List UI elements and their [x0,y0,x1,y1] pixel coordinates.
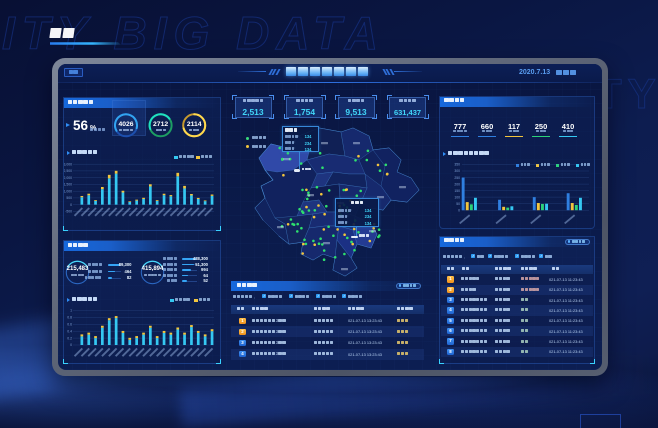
svg-text:1,000: 1,000 [64,189,72,193]
svg-text:0.6: 0.6 [67,323,72,327]
svg-text:1,500: 1,500 [64,183,72,187]
svg-text:50: 50 [456,202,460,206]
svg-text:0: 0 [458,208,460,212]
svg-text:-500: -500 [65,210,72,214]
svg-text:150: 150 [454,189,460,193]
svg-text:2,000: 2,000 [64,176,72,180]
svg-text:300: 300 [454,169,460,173]
svg-text:0: 0 [70,203,72,207]
svg-text:0: 0 [70,343,72,347]
svg-text:1: 1 [70,309,72,313]
svg-text:100: 100 [454,195,460,199]
svg-text:3,000: 3,000 [64,162,72,166]
svg-text:0.2: 0.2 [67,336,72,340]
svg-text:350: 350 [454,163,460,167]
svg-text:0.8: 0.8 [67,316,72,320]
svg-text:250: 250 [454,176,460,180]
svg-text:500: 500 [66,196,72,200]
svg-text:200: 200 [454,182,460,186]
svg-text:0.4: 0.4 [67,329,72,333]
svg-text:2,500: 2,500 [64,169,72,173]
